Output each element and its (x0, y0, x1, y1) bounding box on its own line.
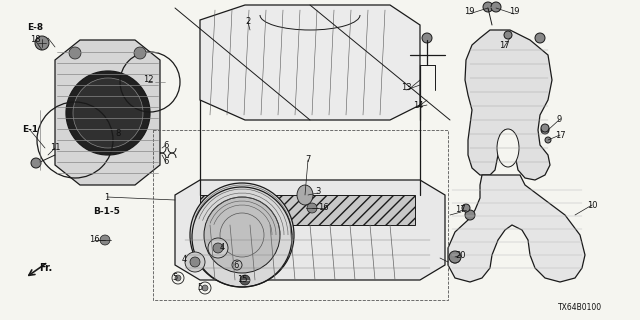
Circle shape (240, 275, 250, 285)
Circle shape (204, 197, 280, 273)
Text: 7: 7 (305, 156, 310, 164)
Circle shape (175, 275, 181, 281)
Text: 9: 9 (556, 116, 562, 124)
Circle shape (422, 33, 432, 43)
Text: 17: 17 (454, 205, 465, 214)
Circle shape (202, 285, 208, 291)
Text: 3: 3 (316, 188, 321, 196)
Text: B-1-5: B-1-5 (93, 207, 120, 217)
Text: 11: 11 (50, 143, 60, 153)
Ellipse shape (297, 185, 313, 205)
Text: 2: 2 (245, 18, 251, 27)
Circle shape (31, 158, 41, 168)
Polygon shape (175, 180, 445, 280)
Circle shape (307, 203, 317, 213)
Text: 6: 6 (234, 260, 239, 269)
Text: TX64B0100: TX64B0100 (558, 303, 602, 313)
Circle shape (66, 71, 150, 155)
Text: 18: 18 (29, 36, 40, 44)
Polygon shape (200, 195, 415, 225)
Text: 4: 4 (181, 255, 187, 265)
Text: 6: 6 (163, 157, 169, 166)
Bar (153, 130, 448, 300)
Polygon shape (55, 40, 160, 185)
Text: 5: 5 (197, 284, 203, 292)
Text: 1: 1 (104, 193, 109, 202)
Circle shape (491, 2, 501, 12)
Ellipse shape (497, 129, 519, 167)
Polygon shape (200, 5, 420, 120)
Text: 19: 19 (509, 7, 519, 17)
Circle shape (462, 204, 470, 212)
Text: 19: 19 (464, 7, 474, 17)
Circle shape (100, 235, 110, 245)
Circle shape (208, 238, 228, 258)
Text: 14: 14 (413, 100, 423, 109)
Circle shape (73, 78, 143, 148)
Text: 16: 16 (317, 204, 328, 212)
Circle shape (545, 137, 551, 143)
Text: 8: 8 (115, 130, 121, 139)
Circle shape (535, 33, 545, 43)
Circle shape (449, 251, 461, 263)
Text: 10: 10 (587, 201, 597, 210)
Circle shape (69, 47, 81, 59)
Text: 17: 17 (555, 131, 565, 140)
Circle shape (213, 243, 223, 253)
Circle shape (134, 47, 146, 59)
Text: 17: 17 (499, 41, 509, 50)
Circle shape (190, 257, 200, 267)
Text: 20: 20 (456, 251, 467, 260)
Text: E-1: E-1 (22, 125, 38, 134)
Text: 6: 6 (163, 140, 169, 149)
Circle shape (465, 210, 475, 220)
Text: 16: 16 (89, 236, 99, 244)
Text: 5: 5 (172, 274, 178, 283)
Text: 13: 13 (401, 84, 412, 92)
Circle shape (541, 126, 549, 134)
Circle shape (35, 36, 49, 50)
Circle shape (504, 31, 512, 39)
Text: 12: 12 (143, 76, 153, 84)
Text: 4: 4 (220, 243, 225, 252)
Circle shape (483, 2, 493, 12)
Text: 15: 15 (237, 276, 247, 284)
Circle shape (541, 124, 549, 132)
Circle shape (190, 183, 294, 287)
Circle shape (450, 253, 460, 263)
Polygon shape (448, 175, 585, 282)
Circle shape (185, 252, 205, 272)
Text: E-8: E-8 (27, 23, 43, 33)
Polygon shape (465, 30, 552, 180)
Text: Fr.: Fr. (40, 263, 52, 273)
